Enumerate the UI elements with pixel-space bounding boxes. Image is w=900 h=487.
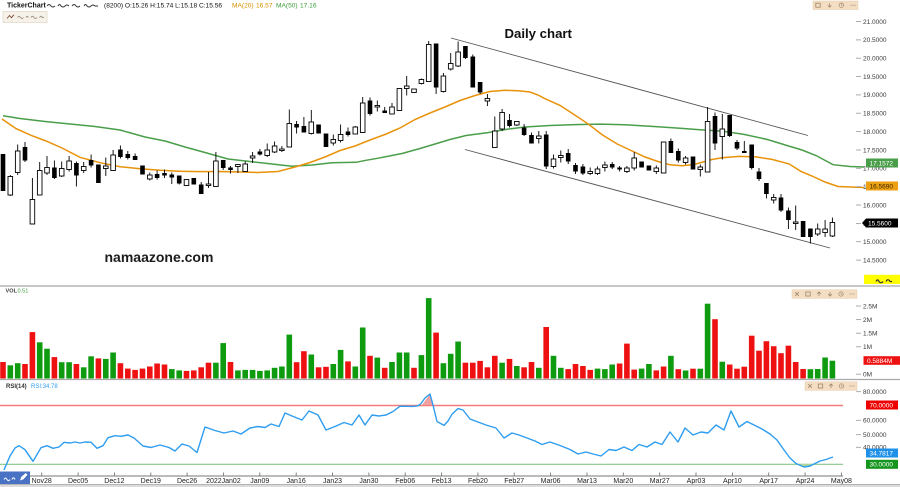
svg-text:18.5000: 18.5000	[863, 111, 887, 118]
svg-text:19.5000: 19.5000	[863, 74, 887, 81]
svg-text:18.0000: 18.0000	[863, 129, 887, 136]
svg-text:Feb27: Feb27	[504, 478, 524, 485]
svg-text:Mar27: Mar27	[650, 478, 670, 485]
svg-text:2M: 2M	[863, 317, 872, 324]
svg-text:Feb06: Feb06	[395, 478, 415, 485]
svg-text:Jan09: Jan09	[250, 478, 269, 485]
svg-text:16.5690: 16.5690	[870, 183, 894, 190]
svg-text:17.5000: 17.5000	[863, 147, 887, 154]
svg-text:Dec19: Dec19	[141, 478, 161, 485]
svg-text:30.0000: 30.0000	[870, 462, 894, 469]
svg-text:17.16: 17.16	[300, 3, 317, 10]
svg-text:Jan23: Jan23	[323, 478, 342, 485]
svg-text:VOL: VOL	[6, 289, 18, 295]
svg-text:Mar06: Mar06	[541, 478, 561, 485]
svg-text:0M: 0M	[863, 372, 872, 379]
svg-text:20.5000: 20.5000	[863, 37, 887, 44]
svg-text:Dec05: Dec05	[68, 478, 88, 485]
svg-text:Dec12: Dec12	[104, 478, 124, 485]
svg-text:Apr03: Apr03	[687, 478, 706, 485]
svg-text:MA(20): MA(20)	[232, 3, 254, 10]
svg-text:50.0000: 50.0000	[863, 432, 887, 439]
svg-text:namaazone.com: namaazone.com	[105, 249, 214, 265]
svg-text:1.5M: 1.5M	[863, 331, 877, 338]
svg-text:20.0000: 20.0000	[863, 56, 887, 63]
svg-text:21.0000: 21.0000	[863, 19, 887, 26]
svg-text:15.0000: 15.0000	[863, 239, 887, 246]
svg-text:(8200) O:15.26 H:15.74 L:15.18: (8200) O:15.26 H:15.74 L:15.18 C:15.56	[104, 3, 222, 10]
svg-text:60.0000: 60.0000	[863, 418, 887, 425]
svg-text:19.0000: 19.0000	[863, 92, 887, 99]
svg-text:2022Jan02: 2022Jan02	[206, 478, 241, 485]
svg-text:17.0000: 17.0000	[863, 166, 887, 173]
svg-text:16.57: 16.57	[256, 3, 273, 10]
svg-text:RSI(14): RSI(14)	[6, 384, 27, 390]
svg-text:16.0000: 16.0000	[863, 202, 887, 209]
svg-text:Apr10: Apr10	[723, 478, 742, 485]
svg-text:TickerChart: TickerChart	[7, 3, 46, 10]
svg-text:14.5000: 14.5000	[863, 257, 887, 264]
svg-text:Daily chart: Daily chart	[505, 26, 573, 41]
svg-text:1M: 1M	[863, 344, 872, 351]
svg-text:Nov28: Nov28	[32, 478, 52, 485]
svg-text:Mar13: Mar13	[577, 478, 597, 485]
svg-text:Feb20: Feb20	[468, 478, 488, 485]
svg-text:Dec26: Dec26	[177, 478, 197, 485]
svg-text:70.0000: 70.0000	[870, 402, 894, 409]
svg-text:15.5600: 15.5600	[868, 220, 892, 227]
svg-text:Feb13: Feb13	[432, 478, 452, 485]
svg-text:40.0000: 40.0000	[863, 445, 887, 452]
svg-text:Jan30: Jan30	[359, 478, 378, 485]
svg-text:2.5M: 2.5M	[863, 303, 877, 310]
svg-text:17.1572: 17.1572	[870, 160, 894, 167]
svg-text:34.7817: 34.7817	[870, 450, 894, 457]
svg-text:80.0000: 80.0000	[863, 389, 887, 396]
svg-text:0.5884M: 0.5884M	[867, 358, 892, 365]
svg-text:Apr24: Apr24	[796, 478, 815, 485]
svg-text:MA(50): MA(50)	[276, 3, 298, 10]
svg-text:May08: May08	[831, 478, 852, 485]
svg-text:Apr17: Apr17	[759, 478, 778, 485]
svg-text:RSI:34.78: RSI:34.78	[31, 384, 58, 390]
svg-text:Mar20: Mar20	[613, 478, 633, 485]
svg-text:0.51: 0.51	[18, 289, 29, 295]
svg-text:Jan16: Jan16	[287, 478, 306, 485]
